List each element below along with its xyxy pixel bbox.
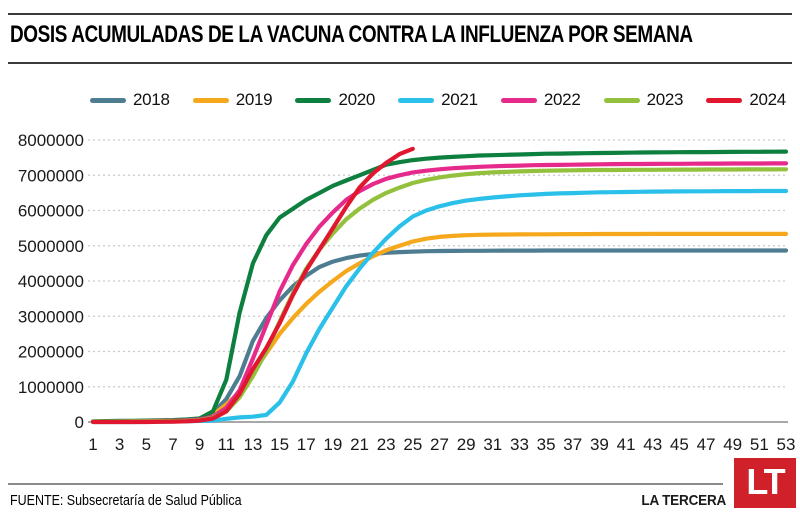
x-tick-label-5: 5	[142, 435, 151, 454]
top-rule	[8, 13, 792, 15]
x-tick-label-45: 45	[670, 435, 689, 454]
y-tick-label-0: 0	[75, 413, 84, 432]
x-tick-label-17: 17	[297, 435, 316, 454]
x-tick-label-53: 53	[777, 435, 796, 454]
legend-swatch-2024	[706, 97, 743, 103]
logo-lt-icon: LT	[746, 461, 785, 502]
x-tick-label-19: 19	[323, 435, 342, 454]
legend-item-2019: 2019	[192, 90, 273, 110]
x-tick-label-41: 41	[617, 435, 636, 454]
legend-swatch-2022	[500, 97, 537, 103]
la-tercera-logo: LT	[734, 458, 796, 508]
x-tick-label-9: 9	[195, 435, 204, 454]
x-tick-label-1: 1	[88, 435, 97, 454]
x-tick-label-31: 31	[483, 435, 502, 454]
x-tick-label-13: 13	[243, 435, 262, 454]
legend-swatch-2019	[192, 97, 229, 103]
chart-legend: 2018 2019 2020 2021 2022 2023 2024	[90, 89, 786, 111]
series-line-2020	[90, 149, 789, 424]
legend-label-2019: 2019	[235, 90, 273, 109]
legend-label-2024: 2024	[749, 90, 786, 109]
legend-item-2021: 2021	[398, 90, 478, 110]
x-tick-label-3: 3	[115, 435, 124, 454]
x-tick-label-27: 27	[430, 435, 449, 454]
y-tick-label-7000000: 7000000	[18, 166, 84, 185]
x-tick-label-25: 25	[403, 435, 422, 454]
source-text: FUENTE: Subsecretaría de Salud Pública	[10, 493, 242, 509]
x-tick-label-23: 23	[377, 435, 396, 454]
legend-item-2024: 2024	[706, 90, 786, 110]
legend-item-2020: 2020	[295, 90, 375, 110]
series-line-2022	[90, 161, 789, 424]
y-tick-label-2000000: 2000000	[18, 343, 84, 362]
x-tick-label-49: 49	[723, 435, 742, 454]
legend-item-2018: 2018	[90, 90, 170, 110]
y-tick-label-5000000: 5000000	[18, 237, 84, 256]
series-line-2018	[90, 248, 789, 424]
legend-label-2018: 2018	[133, 90, 170, 109]
x-tick-label-39: 39	[590, 435, 609, 454]
legend-item-2023: 2023	[603, 90, 684, 110]
y-tick-label-4000000: 4000000	[18, 272, 84, 291]
series-line-2019	[90, 231, 789, 424]
legend-swatch-2018	[90, 97, 126, 103]
legend-swatch-2023	[603, 97, 640, 103]
x-tick-label-15: 15	[270, 435, 289, 454]
legend-label-2022: 2022	[543, 90, 581, 109]
legend-label-2020: 2020	[338, 90, 376, 109]
y-tick-label-6000000: 6000000	[18, 202, 84, 221]
x-tick-label-33: 33	[510, 435, 529, 454]
x-tick-label-51: 51	[750, 435, 769, 454]
legend-label-2021: 2021	[441, 90, 478, 109]
y-tick-label-8000000: 8000000	[18, 131, 84, 150]
x-tick-label-7: 7	[168, 435, 177, 454]
y-tick-label-1000000: 1000000	[18, 378, 84, 397]
x-tick-label-37: 37	[563, 435, 582, 454]
legend-label-2023: 2023	[646, 90, 684, 109]
legend-swatch-2021	[398, 97, 435, 103]
brand-name: LA TERCERA	[641, 492, 726, 509]
series-line-2024	[90, 146, 415, 425]
title-divider-rule	[8, 62, 792, 64]
legend-item-2022: 2022	[500, 90, 581, 110]
y-tick-label-3000000: 3000000	[18, 307, 84, 326]
page-title: DOSIS ACUMULADAS DE LA VACUNA CONTRA LA …	[10, 21, 693, 48]
legend-swatch-2020	[295, 97, 332, 103]
x-tick-label-11: 11	[217, 435, 235, 454]
x-tick-label-21: 21	[350, 435, 369, 454]
x-tick-label-29: 29	[457, 435, 476, 454]
footer-rule	[8, 483, 723, 485]
x-tick-label-43: 43	[643, 435, 662, 454]
x-tick-label-35: 35	[537, 435, 556, 454]
x-tick-label-47: 47	[697, 435, 716, 454]
